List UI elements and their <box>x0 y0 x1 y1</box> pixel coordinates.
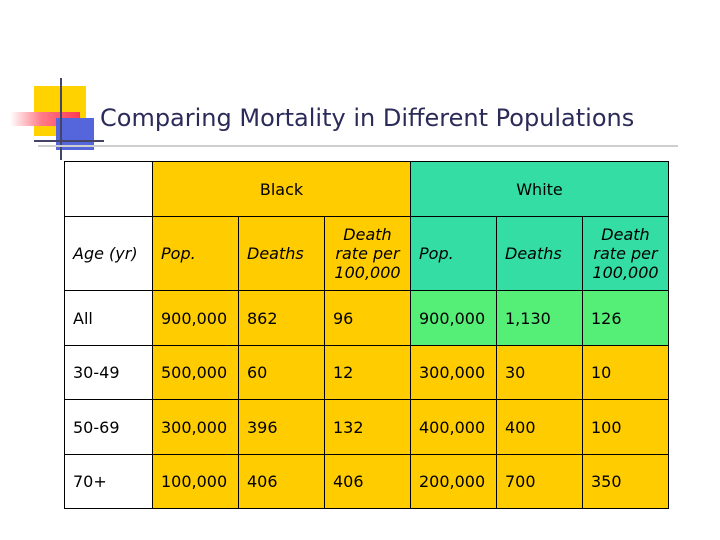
black-deaths-cell: 60 <box>238 345 325 400</box>
table-row: 50-69 300,000 396 132 400,000 400 100 <box>64 399 669 455</box>
black-deaths-cell: 406 <box>238 454 325 509</box>
col-header-age: Age (yr) <box>64 216 153 291</box>
white-deaths-cell: 30 <box>496 345 583 400</box>
slide-title: Comparing Mortality in Different Populat… <box>100 104 635 132</box>
black-pop-cell: 100,000 <box>152 454 239 509</box>
col-header-black-deaths: Deaths <box>238 216 325 291</box>
white-deaths-cell: 400 <box>496 399 583 455</box>
group-header-white: White <box>410 161 669 217</box>
table-row: 70+ 100,000 406 406 200,000 700 350 <box>64 454 669 509</box>
col-header-white-deaths: Deaths <box>496 216 583 291</box>
table-row: All 900,000 862 96 900,000 1,130 126 <box>64 290 669 346</box>
white-rate-cell: 100 <box>582 399 669 455</box>
mortality-table: Black White Age (yr) Pop. Deaths Death r… <box>64 161 669 509</box>
white-pop-cell: 200,000 <box>410 454 497 509</box>
decor-blue-square <box>56 118 94 150</box>
white-deaths-cell: 1,130 <box>496 290 583 346</box>
corner-cell <box>64 161 153 217</box>
white-pop-cell: 400,000 <box>410 399 497 455</box>
white-pop-cell: 900,000 <box>410 290 497 346</box>
black-pop-cell: 900,000 <box>152 290 239 346</box>
age-cell: 50-69 <box>64 399 153 455</box>
black-rate-cell: 96 <box>324 290 411 346</box>
white-rate-cell: 10 <box>582 345 669 400</box>
col-header-white-rate: Death rate per 100,000 <box>582 216 669 291</box>
decor-vertical-line <box>60 78 62 160</box>
col-header-black-pop: Pop. <box>152 216 239 291</box>
group-header-black: Black <box>152 161 411 217</box>
white-deaths-cell: 700 <box>496 454 583 509</box>
table-row: 30-49 500,000 60 12 300,000 30 10 <box>64 345 669 400</box>
black-pop-cell: 300,000 <box>152 399 239 455</box>
decor-horizontal-line <box>34 140 104 142</box>
black-rate-cell: 132 <box>324 399 411 455</box>
column-header-row: Age (yr) Pop. Deaths Death rate per 100,… <box>64 216 669 291</box>
white-rate-cell: 126 <box>582 290 669 346</box>
white-rate-cell: 350 <box>582 454 669 509</box>
group-header-row: Black White <box>64 161 669 217</box>
black-deaths-cell: 862 <box>238 290 325 346</box>
black-rate-cell: 12 <box>324 345 411 400</box>
age-cell: 70+ <box>64 454 153 509</box>
black-pop-cell: 500,000 <box>152 345 239 400</box>
age-cell: All <box>64 290 153 346</box>
title-divider <box>38 145 678 147</box>
age-cell: 30-49 <box>64 345 153 400</box>
col-header-black-rate: Death rate per 100,000 <box>324 216 411 291</box>
col-header-white-pop: Pop. <box>410 216 497 291</box>
black-deaths-cell: 396 <box>238 399 325 455</box>
black-rate-cell: 406 <box>324 454 411 509</box>
white-pop-cell: 300,000 <box>410 345 497 400</box>
